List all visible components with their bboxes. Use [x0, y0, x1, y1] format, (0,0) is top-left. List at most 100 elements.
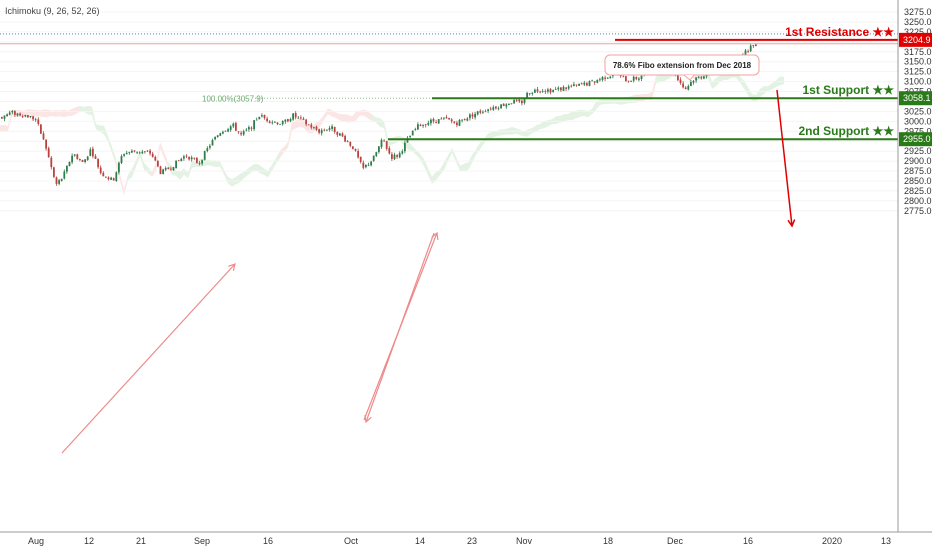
candle-body — [68, 161, 71, 167]
cloud-segment — [228, 176, 232, 187]
candle-body — [128, 152, 131, 153]
cloud-segment — [544, 120, 548, 129]
x-tick-label: 14 — [415, 536, 425, 546]
candle-body — [170, 168, 172, 170]
candle-body — [79, 159, 81, 160]
candle-body — [50, 157, 53, 168]
candle-body — [349, 141, 352, 146]
candle-body — [692, 80, 695, 83]
cloud-segment — [344, 114, 348, 123]
candle-body — [268, 121, 271, 124]
candle-body — [593, 81, 596, 83]
fibo-callout[interactable]: 78.6% Fibo extension from Dec 2018 — [604, 54, 760, 81]
candle-body — [687, 86, 690, 90]
candle-body — [679, 79, 682, 84]
cloud-segment — [40, 109, 44, 118]
cloud-segment — [628, 95, 632, 104]
candle-body — [755, 44, 757, 47]
cloud-segment — [180, 168, 184, 180]
candle-body — [45, 139, 47, 149]
cloud-segment — [580, 109, 584, 117]
candle-body — [159, 166, 162, 175]
cloud-segment — [356, 110, 360, 121]
cloud-segment — [448, 147, 452, 162]
candle-body — [526, 92, 528, 99]
candle-body — [300, 117, 302, 119]
candle-body — [315, 126, 318, 130]
cloud-segment — [144, 162, 148, 174]
cloud-segment — [440, 162, 444, 176]
grid — [0, 11, 898, 212]
cloud-segment — [500, 129, 504, 136]
cloud-segment — [236, 173, 240, 185]
candle-body — [453, 121, 456, 123]
time-axis[interactable]: Aug 12 21 Sep 16 Oct 14 23 Nov 18 Dec 16 2020 13 — [28, 536, 891, 546]
cloud-segment — [220, 161, 224, 175]
candle-body — [554, 89, 557, 90]
cloud-segment — [716, 75, 720, 87]
candle-body — [391, 154, 393, 159]
cloud-segment — [536, 123, 540, 132]
x-tick-label: 23 — [467, 536, 477, 546]
candle-body — [484, 111, 487, 113]
y-tick-label: 3250.0 — [904, 17, 932, 27]
candle-body — [612, 75, 614, 77]
candle-body — [505, 104, 508, 107]
cloud-segment — [92, 106, 96, 130]
candle-body — [625, 76, 627, 82]
price-tag — [899, 132, 932, 147]
cloud-segment — [288, 122, 292, 148]
cloud-segment — [452, 147, 456, 162]
candle-body — [227, 129, 229, 132]
y-tick-label: 2875.0 — [904, 166, 932, 176]
candle-body — [443, 117, 445, 119]
x-tick-label: 2020 — [822, 536, 842, 546]
candle-body — [214, 136, 216, 140]
candle-body — [240, 132, 242, 135]
candle-body — [573, 84, 575, 86]
candle-body — [606, 77, 609, 79]
candle-body — [185, 155, 188, 157]
cloud-segment — [212, 160, 216, 167]
candle-body — [440, 118, 443, 120]
cloud-segment — [184, 168, 188, 179]
candle-body — [497, 108, 500, 110]
candle-body — [63, 171, 66, 179]
candle-body — [196, 157, 198, 163]
y-tick-label: 2975.0 — [904, 126, 932, 136]
y-tick-label: 3125.0 — [904, 67, 932, 77]
candle-body — [518, 99, 521, 102]
candle-body — [591, 80, 593, 82]
cloud-segment — [652, 76, 656, 100]
y-tick-label: 2900.0 — [904, 156, 932, 166]
cloud-segment — [136, 151, 140, 167]
candle-body — [372, 155, 375, 161]
candle-body — [414, 129, 417, 131]
cloud-segment — [148, 167, 152, 177]
cloud-segment — [164, 151, 168, 167]
cloud-segment — [600, 99, 604, 105]
cloud-segment — [64, 109, 68, 118]
candle-body — [357, 150, 359, 158]
candle-body — [411, 130, 414, 136]
candle-body — [560, 87, 562, 91]
cloud-segment — [656, 75, 660, 84]
candle-body — [378, 146, 380, 153]
candle-body — [164, 167, 167, 170]
candle-body — [58, 180, 60, 184]
candle-body — [248, 127, 250, 130]
cloud-segment — [160, 142, 164, 158]
candle-body — [695, 77, 697, 81]
candle-body — [27, 115, 29, 118]
cloud-segment — [140, 151, 144, 170]
indicator-label[interactable]: Ichimoku (9, 26, 52, 26) — [5, 6, 100, 16]
price-tag — [899, 32, 932, 47]
candle-body — [53, 167, 55, 177]
cloud-segment — [496, 129, 500, 137]
y-tick-label: 3000.0 — [904, 116, 932, 126]
candle-body — [534, 89, 536, 93]
cloud-segment — [560, 114, 564, 123]
candle-body — [396, 155, 398, 157]
candle-body — [211, 140, 214, 146]
